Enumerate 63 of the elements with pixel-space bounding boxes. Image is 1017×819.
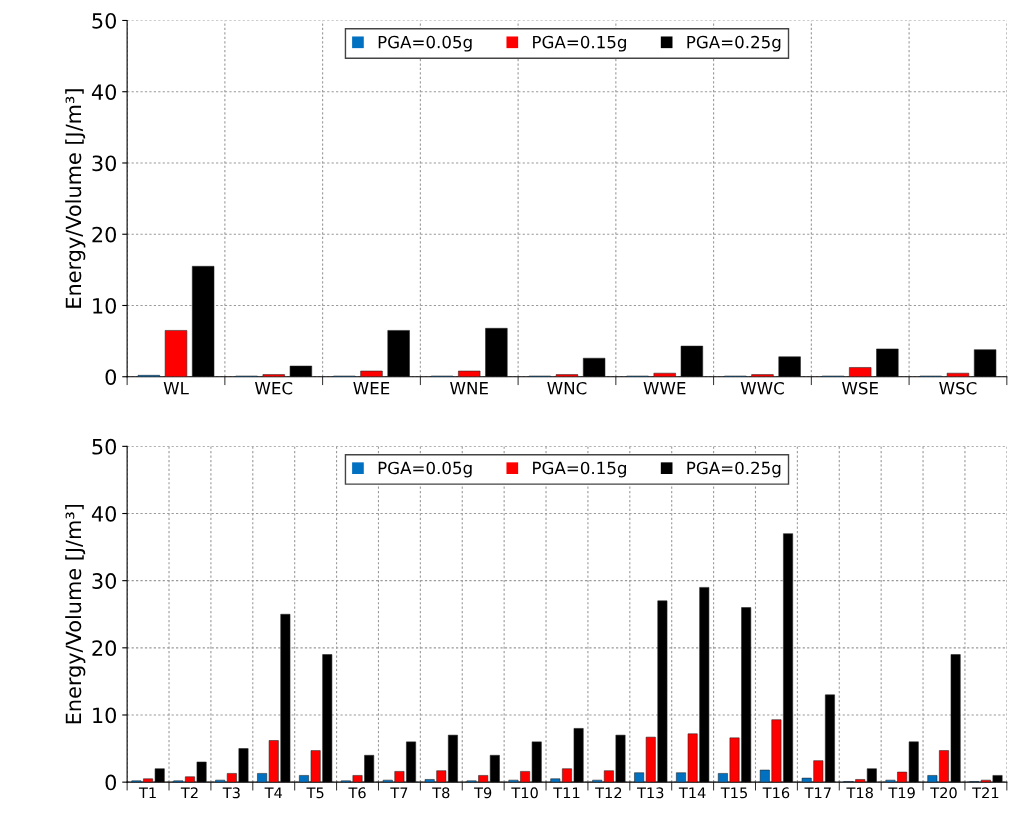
x-tick-label: T11 <box>553 787 580 799</box>
x-tick-label: WEC <box>254 381 293 395</box>
y-axis-title: Energy/Volume [J/m³] <box>65 89 86 308</box>
legend-label: PGA=0.05g <box>378 461 472 478</box>
x-tick-label: T8 <box>432 787 450 799</box>
y-tick-label: 10 <box>93 707 117 724</box>
y-tick-label: 50 <box>92 438 117 455</box>
x-tick-label: T3 <box>222 787 240 799</box>
x-tick-label: T7 <box>390 787 408 799</box>
x-tick-label: WWE <box>643 382 686 395</box>
x-tick-label: WNC <box>547 381 587 395</box>
x-tick-label: T18 <box>846 787 873 799</box>
x-tick-label: T9 <box>474 787 492 799</box>
bar <box>164 330 188 377</box>
x-tick-label: T16 <box>762 787 790 799</box>
x-tick-label: T17 <box>804 787 831 799</box>
x-tick-label: T6 <box>348 787 366 799</box>
x-tick-label: WSC <box>939 381 977 395</box>
x-tick-label: WWC <box>740 381 784 395</box>
x-tick-label: T13 <box>636 787 664 799</box>
legend-label: PGA=0.25g <box>687 461 781 478</box>
y-tick-label: 0 <box>105 774 117 791</box>
bar <box>192 266 215 377</box>
x-tick-label: T14 <box>678 787 706 799</box>
bar <box>485 328 508 377</box>
bar <box>360 370 383 377</box>
x-tick-label: T21 <box>972 787 999 799</box>
y-axis-title: Energy/Volume [J/m³] <box>65 504 86 724</box>
x-tick-label: WNE <box>450 382 488 395</box>
y-tick-label: 30 <box>92 573 117 589</box>
bar <box>387 330 410 377</box>
bar <box>876 348 899 377</box>
bar <box>289 365 313 377</box>
x-tick-label: WL <box>163 382 189 395</box>
y-tick-label: 40 <box>91 84 117 100</box>
y-tick-label: 40 <box>91 505 117 522</box>
legend-label: PGA=0.05g <box>378 35 472 52</box>
bar <box>849 367 872 377</box>
x-tick-label: T4 <box>264 787 283 799</box>
x-tick-label: WEE <box>353 382 390 395</box>
y-tick-label: 20 <box>92 226 117 243</box>
x-tick-label: T19 <box>888 787 915 799</box>
x-tick-label: T12 <box>595 787 622 799</box>
bar <box>680 345 704 377</box>
y-tick-label: 10 <box>93 297 117 314</box>
x-tick-label: T5 <box>306 787 324 799</box>
y-tick-label: 30 <box>92 155 117 172</box>
y-tick-label: 0 <box>105 369 117 385</box>
bar <box>458 370 481 377</box>
legend-label: PGA=0.25g <box>687 35 781 52</box>
x-tick-label: T10 <box>511 787 538 799</box>
bar <box>778 356 801 377</box>
bar <box>973 349 997 377</box>
x-tick-label: T1 <box>138 787 156 799</box>
bar <box>582 357 606 377</box>
y-tick-label: 20 <box>92 640 117 657</box>
x-tick-label: T20 <box>930 787 957 799</box>
x-tick-label: T15 <box>720 787 747 799</box>
legend-label: PGA=0.15g <box>533 35 626 52</box>
x-tick-label: WSE <box>841 381 878 395</box>
y-tick-label: 50 <box>92 12 117 29</box>
legend-label: PGA=0.15g <box>533 461 626 478</box>
x-tick-label: T2 <box>180 787 198 799</box>
